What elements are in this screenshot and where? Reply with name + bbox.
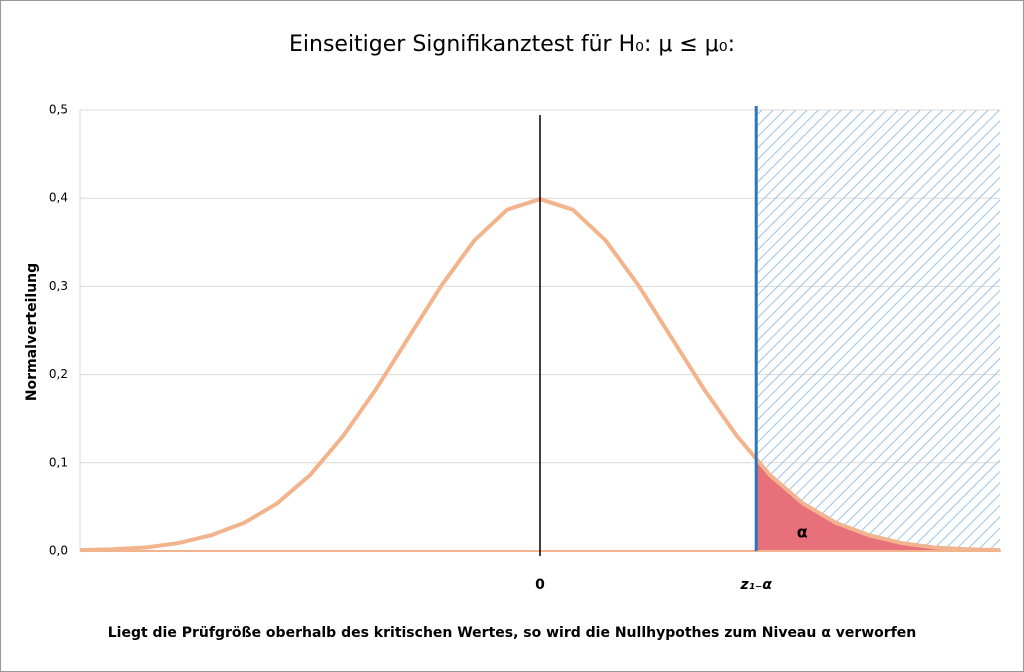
- y-tick-label: 0,0: [49, 544, 68, 558]
- chart-title: Einseitiger Signifikanztest für H₀: μ ≤ …: [289, 32, 735, 57]
- annotation: α: [797, 523, 808, 542]
- x-tick-label: 0: [535, 577, 545, 593]
- x-tick-label: z₁₋α: [740, 577, 773, 593]
- y-tick-label: 0,3: [49, 279, 68, 293]
- y-axis-label: Normalverteilung: [24, 263, 40, 401]
- hatched-region: [756, 110, 1000, 551]
- caption: Liegt die Prüfgröße oberhalb des kritisc…: [108, 625, 917, 641]
- y-tick-label: 0,4: [49, 191, 68, 205]
- y-tick-label: 0,2: [49, 367, 68, 381]
- y-tick-label: 0,1: [49, 455, 68, 469]
- y-tick-label: 0,5: [49, 103, 68, 117]
